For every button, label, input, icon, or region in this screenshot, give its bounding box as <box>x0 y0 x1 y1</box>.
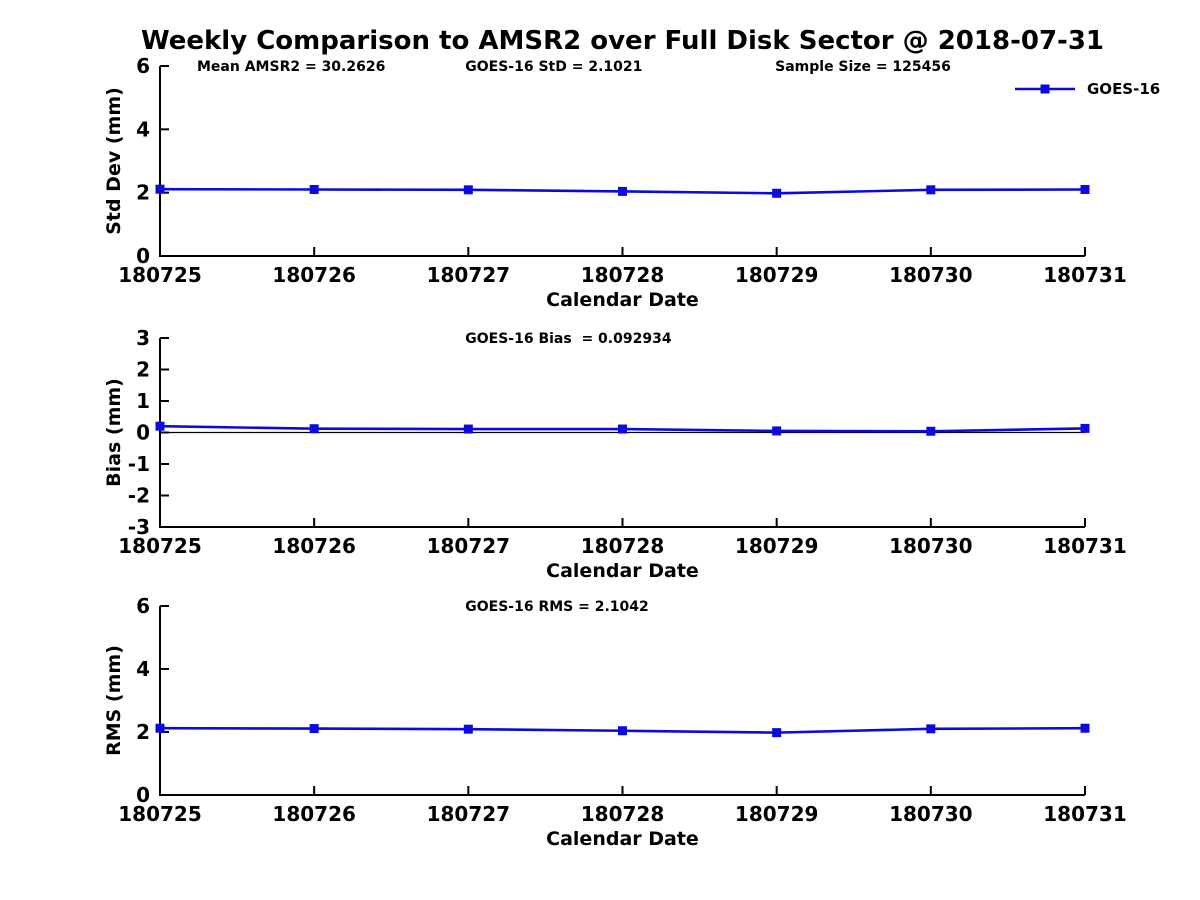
data-point-marker <box>1080 723 1090 733</box>
x-tick-label: 180726 <box>272 263 356 287</box>
data-point-marker <box>618 186 627 196</box>
bias-subplot: -3 -2 -1 0 1 2 3 180725 180726 180727 180728 180729… <box>103 326 1127 582</box>
y-tick-label: 2 <box>136 181 150 205</box>
data-point-marker <box>926 426 936 436</box>
x-tick-label: 180725 <box>118 263 202 287</box>
data-point-marker <box>463 724 473 734</box>
annotation-text: Mean AMSR2 = 30.2626 <box>197 59 385 75</box>
y-tick-label: -1 <box>128 452 150 476</box>
x-axis-label: Calendar Date <box>546 828 699 850</box>
y-tick-label: -2 <box>128 484 150 508</box>
y-tick-label: 0 <box>136 783 150 807</box>
x-tick-label: 180731 <box>1043 263 1127 287</box>
x-tick-label: 180730 <box>889 263 973 287</box>
y-tick-label: 3 <box>136 326 150 350</box>
x-tick-label: 180725 <box>118 534 202 558</box>
y-axis-label: Bias (mm) <box>103 378 125 487</box>
data-point-marker <box>309 724 319 734</box>
x-tick-label: 180727 <box>427 802 511 826</box>
x-tick-label: 180726 <box>272 802 356 826</box>
data-point-marker <box>463 185 473 195</box>
x-tick-label: 180731 <box>1043 534 1127 558</box>
x-axis-label: Calendar Date <box>546 560 699 582</box>
data-point-marker <box>618 726 627 736</box>
y-tick-label: 0 <box>136 244 150 268</box>
x-tick-label: 180728 <box>581 263 665 287</box>
annotation-text: Sample Size = 125456 <box>775 59 951 75</box>
axis-spines <box>159 66 1085 257</box>
legend-label: GOES-16 <box>1087 80 1160 98</box>
axis-spines <box>159 606 1085 796</box>
data-point-marker <box>772 188 782 198</box>
stddev-subplot: 0 2 4 6 180725 180726 180727 180728 180729 180730… <box>103 54 1160 310</box>
y-tick-label: 4 <box>136 117 150 141</box>
y-tick-label: -3 <box>128 515 150 539</box>
legend-marker <box>1040 84 1050 94</box>
data-point-marker <box>155 184 165 194</box>
rms-subplot: 0 2 4 6 180725 180726 180727 180728 180729 180730… <box>103 594 1127 850</box>
x-tick-label: 180729 <box>735 534 819 558</box>
annotation-text: GOES-16 Bias = 0.092934 <box>465 331 672 347</box>
x-tick-label: 180729 <box>735 263 819 287</box>
x-tick-label: 180726 <box>272 534 356 558</box>
x-tick-label: 180730 <box>889 534 973 558</box>
y-tick-label: 1 <box>136 389 150 413</box>
y-axis-label: Std Dev (mm) <box>103 87 125 235</box>
y-tick-label: 6 <box>136 594 150 618</box>
data-point-marker <box>926 185 936 195</box>
y-axis-label: RMS (mm) <box>103 645 125 756</box>
y-tick-label: 4 <box>136 657 150 681</box>
data-point-marker <box>309 185 319 194</box>
data-point-marker <box>463 424 473 434</box>
x-tick-label: 180728 <box>581 534 665 558</box>
data-point-marker <box>772 728 782 738</box>
data-point-marker <box>309 424 319 434</box>
x-tick-label: 180725 <box>118 802 202 826</box>
x-tick-label: 180727 <box>427 534 511 558</box>
data-point-marker <box>155 723 165 733</box>
legend: GOES-16 <box>1015 80 1160 98</box>
data-point-marker <box>1080 185 1090 194</box>
x-tick-label: 180727 <box>427 263 511 287</box>
data-point-marker <box>1080 423 1090 433</box>
y-tick-label: 6 <box>136 54 150 78</box>
x-tick-label: 180728 <box>581 802 665 826</box>
x-tick-label: 180729 <box>735 802 819 826</box>
annotation-text: GOES-16 RMS = 2.1042 <box>465 599 649 615</box>
x-tick-label: 180730 <box>889 802 973 826</box>
x-axis-label: Calendar Date <box>546 289 699 310</box>
data-point-marker <box>155 421 165 431</box>
annotation-text: GOES-16 StD = 2.1021 <box>465 59 642 75</box>
x-tick-label: 180731 <box>1043 802 1127 826</box>
y-tick-label: 2 <box>136 720 150 744</box>
figure-title: Weekly Comparison to AMSR2 over Full Dis… <box>140 26 1105 56</box>
y-tick-label: 0 <box>136 421 150 445</box>
data-point-marker <box>926 724 936 734</box>
data-point-marker <box>772 426 782 436</box>
y-tick-label: 2 <box>136 358 150 382</box>
data-point-marker <box>618 424 627 434</box>
